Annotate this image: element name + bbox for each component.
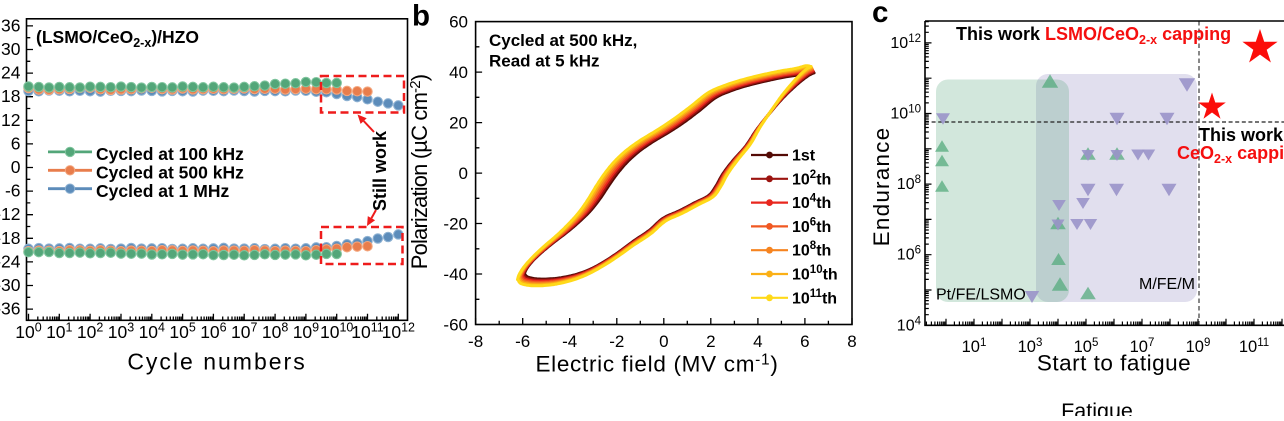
svg-text:This work LSMO/CeO2-x capping: This work LSMO/CeO2-x capping bbox=[956, 24, 1231, 47]
svg-text:8: 8 bbox=[847, 332, 856, 351]
svg-text:-8: -8 bbox=[468, 332, 483, 351]
svg-text:-20: -20 bbox=[443, 215, 468, 234]
svg-text:c: c bbox=[872, 0, 888, 29]
svg-text:Still work: Still work bbox=[370, 130, 390, 211]
svg-text:Cycled at 100 kHz: Cycled at 100 kHz bbox=[96, 144, 244, 164]
svg-text:1st: 1st bbox=[792, 148, 816, 165]
svg-text:Read at 5 kHz: Read at 5 kHz bbox=[489, 52, 600, 71]
svg-text:Cycled at 1 MHz: Cycled at 1 MHz bbox=[96, 181, 229, 201]
svg-text:-2: -2 bbox=[609, 332, 624, 351]
svg-text:60: 60 bbox=[449, 13, 468, 32]
svg-text:2: 2 bbox=[706, 332, 715, 351]
svg-text:-36: -36 bbox=[0, 299, 21, 319]
svg-text:1011th: 1011th bbox=[792, 288, 837, 308]
svg-text:Electric field (MV cm-1): Electric field (MV cm-1) bbox=[535, 352, 778, 377]
svg-text:36: 36 bbox=[1, 15, 20, 35]
svg-text:Start to fatigue: Start to fatigue bbox=[1037, 351, 1191, 376]
svg-text:102th: 102th bbox=[792, 169, 831, 189]
svg-text:40: 40 bbox=[449, 63, 468, 82]
svg-text:This work: This work bbox=[1199, 125, 1284, 145]
svg-text:-12: -12 bbox=[0, 204, 21, 224]
svg-text:108th: 108th bbox=[792, 240, 831, 260]
svg-text:0: 0 bbox=[459, 164, 468, 183]
svg-text:(LSMO/CeO2-x)/HZO: (LSMO/CeO2-x)/HZO bbox=[36, 27, 199, 50]
svg-text:-4: -4 bbox=[562, 332, 577, 351]
svg-text:M/FE/M: M/FE/M bbox=[1139, 276, 1195, 293]
svg-text:18: 18 bbox=[1, 86, 20, 106]
svg-text:Fatigue: Fatigue bbox=[1061, 399, 1133, 416]
svg-text:6: 6 bbox=[11, 133, 21, 153]
svg-text:104th: 104th bbox=[792, 193, 831, 213]
svg-text:24: 24 bbox=[1, 63, 21, 83]
svg-text:106th: 106th bbox=[792, 216, 831, 236]
svg-text:Polarization (µC cm-2): Polarization (µC cm-2) bbox=[407, 75, 432, 269]
svg-text:-6: -6 bbox=[515, 332, 530, 351]
svg-text:Cycled at 500 kHz: Cycled at 500 kHz bbox=[96, 163, 244, 183]
svg-text:-18: -18 bbox=[0, 228, 21, 248]
svg-text:30: 30 bbox=[1, 39, 21, 59]
svg-text:0: 0 bbox=[11, 157, 21, 177]
svg-text:4: 4 bbox=[753, 332, 762, 351]
svg-text:Cycle numbers: Cycle numbers bbox=[127, 349, 306, 375]
svg-text:12: 12 bbox=[1, 110, 20, 130]
svg-text:6: 6 bbox=[800, 332, 809, 351]
svg-text:20: 20 bbox=[449, 114, 468, 133]
svg-text:-60: -60 bbox=[443, 316, 468, 335]
svg-text:CeO2-x capping: CeO2-x capping bbox=[1177, 143, 1284, 166]
svg-text:Endurance: Endurance bbox=[869, 127, 894, 247]
svg-text:-24: -24 bbox=[0, 251, 21, 271]
svg-text:b: b bbox=[412, 0, 430, 33]
svg-text:Cycled at 500 kHz,: Cycled at 500 kHz, bbox=[489, 31, 637, 50]
svg-text:1010th: 1010th bbox=[792, 264, 838, 284]
svg-text:-40: -40 bbox=[443, 265, 468, 284]
svg-text:Pt/FE/LSMO: Pt/FE/LSMO bbox=[936, 287, 1026, 304]
svg-text:0: 0 bbox=[659, 332, 668, 351]
svg-text:-30: -30 bbox=[0, 275, 21, 295]
svg-text:-6: -6 bbox=[5, 181, 21, 201]
